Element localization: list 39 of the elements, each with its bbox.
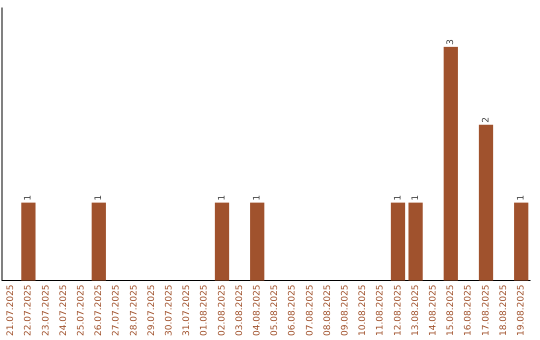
x-tick-label: 10.08.2025 <box>358 284 368 336</box>
data-label: 1 <box>410 194 421 201</box>
data-label: 1 <box>217 194 228 201</box>
x-tick-label: 07.08.2025 <box>305 284 316 336</box>
x-tick-label: 05.08.2025 <box>270 284 280 336</box>
x-tick-label: 11.08.2025 <box>376 284 386 336</box>
x-tick-label: 17.08.2025 <box>481 284 492 336</box>
x-tick-label: 06.08.2025 <box>288 284 298 336</box>
x-tick-label: 14.08.2025 <box>428 284 439 336</box>
data-label: 3 <box>446 39 456 45</box>
x-tick-label: 15.08.2025 <box>446 284 456 336</box>
data-label: 1 <box>252 194 263 201</box>
x-tick-label: 31.07.2025 <box>182 284 192 336</box>
data-label: 1 <box>393 194 404 201</box>
x-tick-label: 18.08.2025 <box>498 284 509 336</box>
x-tick-label: 28.07.2025 <box>129 284 140 336</box>
x-tick-label: 23.07.2025 <box>41 284 52 336</box>
x-tick-label: 30.07.2025 <box>164 284 175 336</box>
x-tick-label: 08.08.2025 <box>322 284 333 336</box>
x-tick-label: 02.08.2025 <box>217 284 228 336</box>
data-label: 1 <box>24 194 34 201</box>
x-tick-label: 12.08.2025 <box>393 284 404 336</box>
x-tick-label: 09.08.2025 <box>340 284 351 336</box>
x-tick-label: 22.07.2025 <box>24 284 34 336</box>
x-tick-label: 24.07.2025 <box>58 284 69 336</box>
data-label: 1 <box>516 194 527 201</box>
x-tick-label: 13.08.2025 <box>410 284 421 336</box>
x-tick-label: 29.07.2025 <box>146 284 157 336</box>
x-tick-label: 21.07.2025 <box>6 284 16 336</box>
x-tick-label: 27.07.2025 <box>112 284 122 336</box>
data-label: 2 <box>481 117 492 123</box>
x-tick-label: 16.08.2025 <box>464 284 474 336</box>
x-tick-label: 19.08.2025 <box>516 284 527 336</box>
x-tick-label: 04.08.2025 <box>252 284 263 336</box>
x-tick-label: 03.08.2025 <box>234 284 245 336</box>
x-tick-label: 25.07.2025 <box>76 284 87 336</box>
data-label: 1 <box>94 194 104 201</box>
x-tick-label: 26.07.2025 <box>94 284 104 336</box>
x-tick-label: 01.08.2025 <box>200 284 210 336</box>
